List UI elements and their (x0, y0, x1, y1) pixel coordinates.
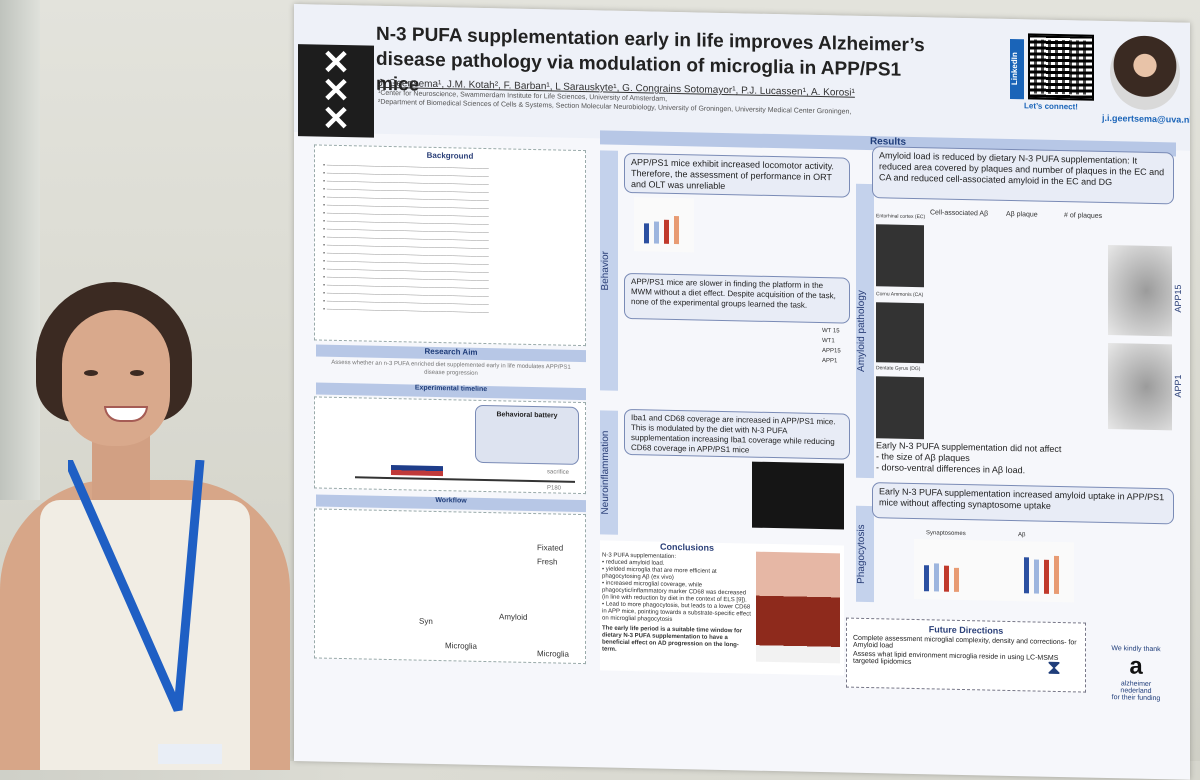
lanyard (68, 460, 205, 712)
sponsor-block: We kindly thank a alzheimer nederland fo… (1094, 645, 1178, 703)
background-panel: Background ▪ ———————————————————————————… (314, 144, 586, 347)
name-badge (158, 744, 222, 764)
bar-app1 (674, 215, 679, 245)
ab-bar-1 (1024, 557, 1029, 594)
background-text: ▪ ——————————————————————————— ▪ —————————… (323, 162, 489, 317)
behavior-side-label: Behavior (600, 150, 618, 391)
ab-label: Aβ (1018, 532, 1026, 539)
sacrifice-label: sacrifice (547, 469, 570, 476)
diet-bar (391, 465, 443, 477)
region-ec: Entorhinal cortex (EC) (876, 213, 926, 221)
person-eye-right (130, 370, 144, 376)
ca-image (876, 302, 924, 364)
amyloid-finding: Amyloid load is reduced by dietary N-3 P… (872, 146, 1174, 205)
author-email[interactable]: j.i.geertsema@uva.nl (1102, 112, 1190, 125)
brain-slice-app1 (1108, 343, 1172, 431)
ab-bar-2 (1034, 559, 1039, 594)
window-frame (0, 0, 40, 500)
col-cell-associated: Cell-associated Aβ (930, 209, 989, 218)
future-directions-panel: Future Directions Complete assessment mi… (846, 617, 1086, 693)
research-poster: ✕ ✕ ✕ N-3 PUFA supplementation early in li… (294, 4, 1190, 780)
legend-app15: APP15 (822, 348, 841, 355)
app15-label: APP15 (1173, 284, 1183, 313)
ec-image (876, 224, 924, 288)
syn-bar-1 (924, 565, 929, 592)
phagocytosis-side-label: Phagocytosis (856, 505, 874, 603)
microglia-label-2: Microglia (537, 649, 570, 659)
fixated-label: Fixated (537, 543, 564, 553)
bar-wt1 (654, 221, 659, 244)
conclusions-panel: Conclusions N-3 PUFA supplementation: • … (600, 540, 844, 676)
syn-bar-3 (944, 565, 949, 592)
neuroinflammation-finding: Iba1 and CD68 coverage are increased in … (624, 408, 850, 460)
col-plaque-count: # of plaques (1064, 212, 1103, 220)
phagocytosis-finding: Early N-3 PUFA supplementation increased… (872, 482, 1174, 525)
behavior-finding-1: APP/PS1 mice exhibit increased locomotor… (624, 152, 850, 198)
behavioral-battery-label: Behavioral battery (496, 411, 558, 420)
phagocytosis-chart (914, 538, 1074, 603)
poster-header: ✕ ✕ ✕ N-3 PUFA supplementation early in li… (294, 4, 1190, 151)
bar-wt15 (644, 223, 649, 244)
author-portrait (1110, 35, 1180, 111)
region-ca: Cornu Ammonis (CA) (876, 291, 924, 299)
connect-label: Let’s connect! (1024, 101, 1078, 112)
conclusion-figure (756, 551, 840, 664)
person-eye-left (84, 370, 98, 376)
microglia-label-1: Microglia (445, 641, 478, 651)
legend-wt1: WT1 (822, 338, 835, 345)
microscopy-image (752, 461, 844, 530)
conclusions-text: N-3 PUFA supplementation: • reduced amyl… (602, 552, 752, 656)
hourglass-icon: ⧗ (1047, 656, 1062, 680)
syn-bar-2 (934, 563, 939, 592)
fresh-label: Fresh (537, 557, 558, 567)
ab-bar-4 (1054, 555, 1059, 595)
qr-code-icon[interactable] (1028, 33, 1094, 101)
brain-slice-app15 (1108, 245, 1172, 337)
conclusion-bold: The early life period is a suitable time… (602, 625, 743, 653)
timeline-panel: Behavioral battery sacrifice P180 (314, 396, 586, 495)
linkedin-label: LinkedIn (1010, 38, 1024, 100)
ab-bar-3 (1044, 559, 1049, 594)
legend-wt15: WT 15 (822, 328, 840, 335)
amyloid-side-label: Amyloid pathology (856, 183, 874, 479)
conclusions-heading: Conclusions (660, 541, 715, 553)
behavior-finding-2: APP/PS1 mice are slower in finding the p… (624, 272, 850, 324)
syn-bar-4 (954, 567, 959, 592)
university-logo: ✕ ✕ ✕ (298, 44, 374, 138)
legend-app1: APP1 (822, 358, 838, 365)
amyloid-notes: Early N-3 PUFA supplementation did not a… (876, 440, 1136, 478)
workflow-panel: Fixated Fresh Syn Amyloid Microglia Micr… (314, 508, 586, 665)
syn-label: Syn (419, 616, 433, 626)
app1-label: APP1 (1173, 374, 1183, 398)
research-aim-text: Assess whether an n-3 PUFA enriched diet… (331, 359, 571, 377)
behavioral-battery: Behavioral battery (475, 404, 579, 465)
region-dg: Dentate Gyrus (DG) (876, 365, 921, 373)
bar-app15 (664, 219, 669, 244)
conclusion-4: • Lead to more phagocytosis, but leads t… (602, 601, 751, 623)
neuroinflammation-side-label: Neuroinflammation (600, 410, 618, 535)
dg-image (876, 376, 924, 440)
timeline-line (355, 476, 575, 483)
sponsor-funding: for their funding (1111, 694, 1161, 703)
synaptosomes-label: Synaptosomes (926, 530, 966, 538)
locomotor-chart (634, 197, 694, 253)
alzheimer-logo-icon: a (1129, 652, 1143, 680)
col-plaque: Aβ plaque (1006, 210, 1038, 219)
person-face (62, 310, 170, 446)
amyloid-label: Amyloid (499, 612, 528, 622)
p180-label: P180 (547, 485, 562, 492)
